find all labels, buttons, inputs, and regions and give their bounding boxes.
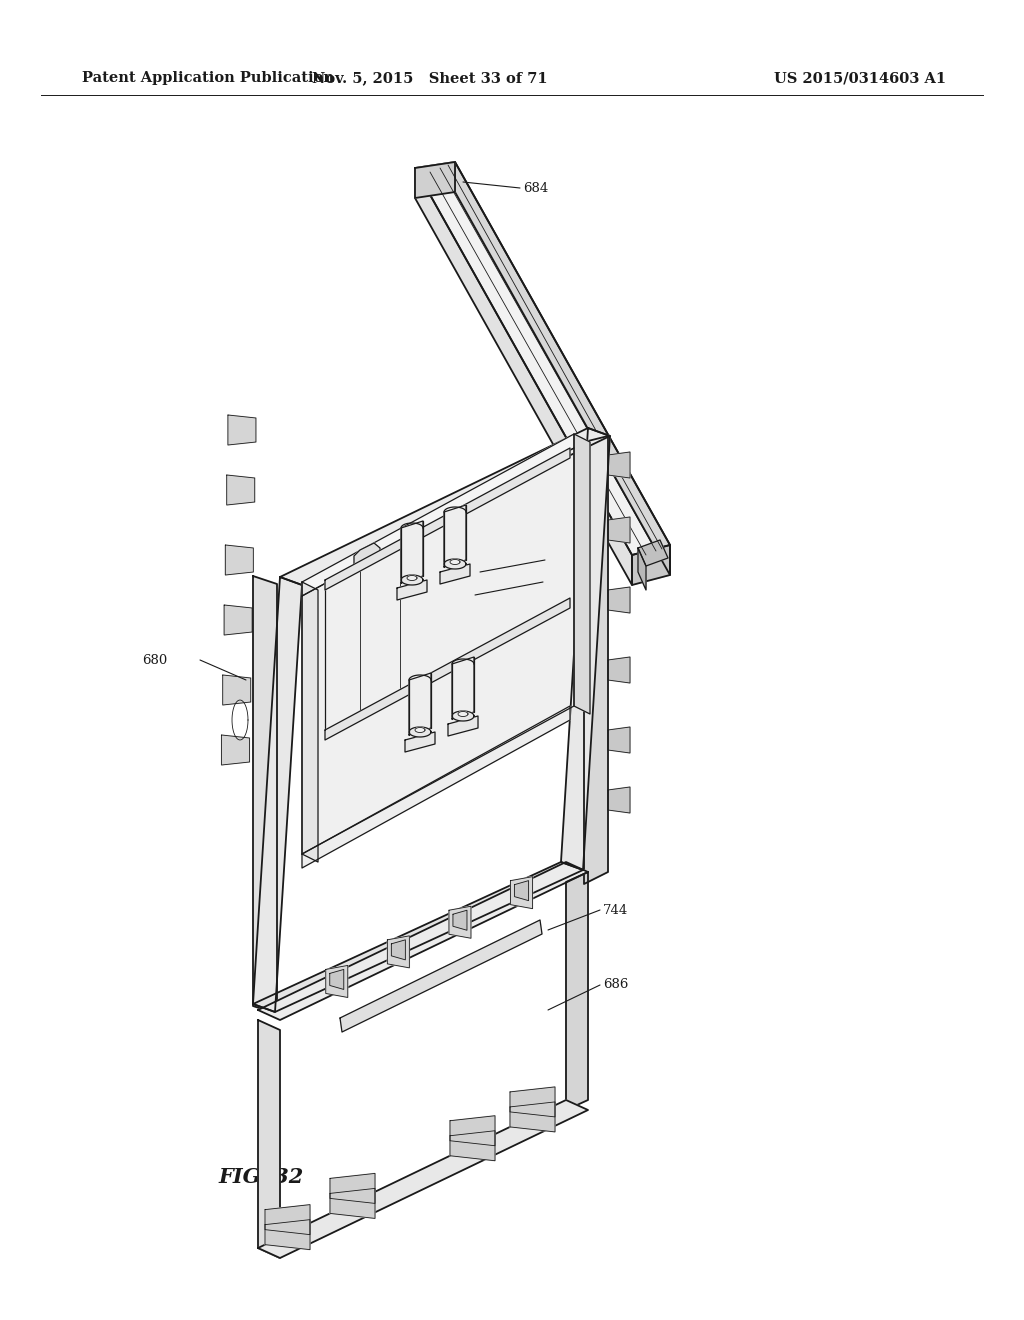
Polygon shape xyxy=(225,545,253,576)
Polygon shape xyxy=(280,428,610,585)
Polygon shape xyxy=(397,579,427,601)
Polygon shape xyxy=(440,564,470,583)
Polygon shape xyxy=(265,1220,310,1250)
Polygon shape xyxy=(450,1115,495,1146)
Text: 686: 686 xyxy=(603,978,629,991)
Polygon shape xyxy=(608,517,630,543)
Polygon shape xyxy=(608,587,630,612)
Polygon shape xyxy=(302,434,574,597)
Polygon shape xyxy=(608,787,630,813)
Polygon shape xyxy=(450,1131,495,1160)
Polygon shape xyxy=(574,434,590,714)
Polygon shape xyxy=(452,711,474,721)
Polygon shape xyxy=(226,475,255,506)
Polygon shape xyxy=(415,168,632,585)
Text: 684: 684 xyxy=(523,181,548,194)
Polygon shape xyxy=(302,706,570,869)
Polygon shape xyxy=(265,1205,310,1234)
Polygon shape xyxy=(391,940,406,960)
Polygon shape xyxy=(387,936,410,968)
Polygon shape xyxy=(608,657,630,682)
Polygon shape xyxy=(221,735,250,766)
Text: 694a: 694a xyxy=(548,553,582,566)
Polygon shape xyxy=(458,711,468,717)
Polygon shape xyxy=(449,907,471,939)
Polygon shape xyxy=(258,862,588,1020)
Text: US 2015/0314603 A1: US 2015/0314603 A1 xyxy=(774,71,946,84)
Polygon shape xyxy=(407,576,417,581)
Polygon shape xyxy=(415,727,425,733)
Polygon shape xyxy=(253,862,583,1012)
Polygon shape xyxy=(258,1020,280,1258)
Polygon shape xyxy=(325,598,570,741)
Polygon shape xyxy=(444,506,466,568)
Polygon shape xyxy=(223,675,251,705)
Polygon shape xyxy=(566,873,588,1110)
Polygon shape xyxy=(354,543,380,570)
Polygon shape xyxy=(253,577,302,1012)
Polygon shape xyxy=(415,162,670,554)
Polygon shape xyxy=(340,920,542,1032)
Polygon shape xyxy=(224,605,252,635)
Polygon shape xyxy=(258,1100,588,1258)
Polygon shape xyxy=(302,447,574,854)
Polygon shape xyxy=(325,447,570,590)
Polygon shape xyxy=(409,673,431,735)
Polygon shape xyxy=(228,414,256,445)
Polygon shape xyxy=(510,1102,555,1133)
Polygon shape xyxy=(453,911,467,931)
Polygon shape xyxy=(449,715,478,737)
Polygon shape xyxy=(450,560,460,565)
Polygon shape xyxy=(455,162,670,576)
Polygon shape xyxy=(511,876,532,908)
Polygon shape xyxy=(632,545,670,585)
Polygon shape xyxy=(584,436,608,884)
Text: Nov. 5, 2015   Sheet 33 of 71: Nov. 5, 2015 Sheet 33 of 71 xyxy=(312,71,548,84)
Polygon shape xyxy=(561,428,610,870)
Polygon shape xyxy=(401,521,423,583)
Polygon shape xyxy=(638,548,646,590)
Text: FIG. 32: FIG. 32 xyxy=(218,1167,304,1188)
Text: Patent Application Publication: Patent Application Publication xyxy=(82,71,334,84)
Polygon shape xyxy=(330,969,344,990)
Polygon shape xyxy=(608,727,630,752)
Polygon shape xyxy=(510,1086,555,1117)
Polygon shape xyxy=(401,576,423,585)
Polygon shape xyxy=(326,965,348,998)
Text: 744: 744 xyxy=(603,903,629,916)
Polygon shape xyxy=(302,582,318,862)
Polygon shape xyxy=(444,558,466,569)
Polygon shape xyxy=(330,1188,375,1218)
Polygon shape xyxy=(415,162,455,198)
Polygon shape xyxy=(406,733,435,752)
Polygon shape xyxy=(452,657,474,719)
Polygon shape xyxy=(638,540,668,566)
Text: 694: 694 xyxy=(546,576,571,589)
Polygon shape xyxy=(253,576,278,1014)
Polygon shape xyxy=(608,451,630,478)
Text: 680: 680 xyxy=(142,653,167,667)
Polygon shape xyxy=(409,727,431,737)
Polygon shape xyxy=(330,1173,375,1204)
Polygon shape xyxy=(514,880,528,900)
